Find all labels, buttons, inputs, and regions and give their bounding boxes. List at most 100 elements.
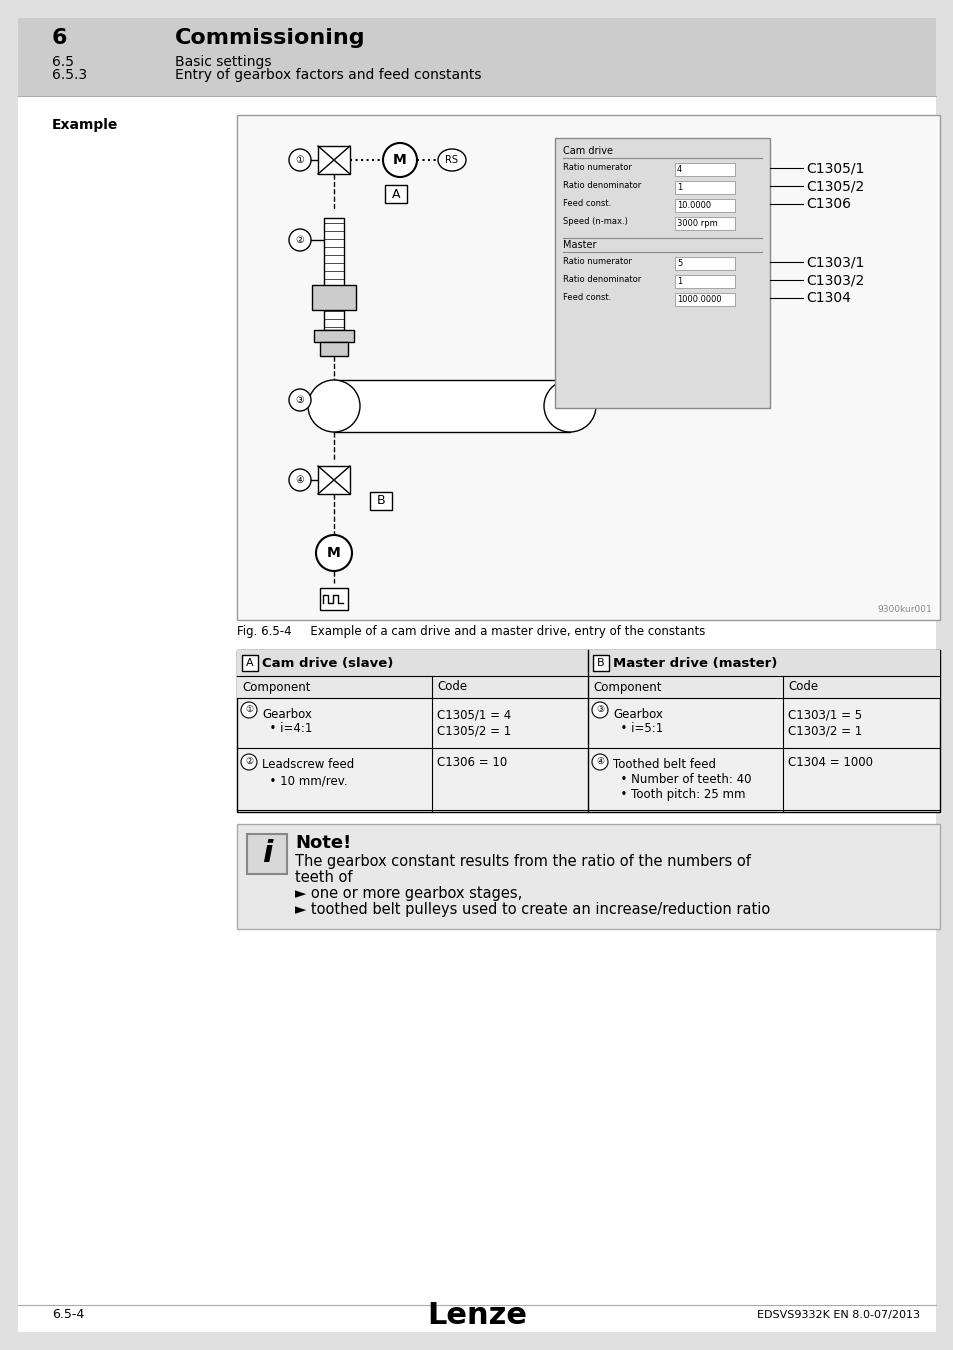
Text: 6: 6 bbox=[52, 28, 68, 49]
Bar bbox=[370, 491, 392, 510]
Bar bbox=[236, 649, 939, 811]
Text: • Number of teeth: 40: • Number of teeth: 40 bbox=[613, 774, 751, 786]
Text: Feed const.: Feed const. bbox=[562, 293, 611, 302]
Text: 6.5-4: 6.5-4 bbox=[52, 1308, 84, 1322]
Text: Speed (n-max.): Speed (n-max.) bbox=[562, 217, 627, 227]
Bar bbox=[236, 676, 939, 698]
Bar bbox=[242, 655, 257, 671]
Bar bbox=[247, 834, 287, 873]
Text: ②: ② bbox=[245, 757, 253, 767]
Bar bbox=[317, 466, 350, 494]
Circle shape bbox=[289, 389, 311, 410]
Text: Component: Component bbox=[242, 680, 310, 694]
Bar bbox=[675, 181, 734, 194]
Text: 6.5.3: 6.5.3 bbox=[52, 68, 87, 82]
Ellipse shape bbox=[308, 379, 359, 432]
Text: 10.0000: 10.0000 bbox=[677, 201, 710, 209]
Text: 4: 4 bbox=[677, 165, 681, 174]
Bar bbox=[314, 329, 354, 342]
Ellipse shape bbox=[437, 148, 465, 171]
Text: Code: Code bbox=[436, 680, 467, 694]
Text: Gearbox: Gearbox bbox=[262, 707, 312, 721]
Text: C1305/2 = 1: C1305/2 = 1 bbox=[436, 724, 511, 737]
Bar bbox=[324, 217, 344, 329]
Text: ④: ④ bbox=[295, 475, 304, 485]
Circle shape bbox=[241, 702, 256, 718]
Text: ③: ③ bbox=[596, 706, 603, 714]
Text: ①: ① bbox=[245, 706, 253, 714]
Text: EDSVS9332K EN 8.0-07/2013: EDSVS9332K EN 8.0-07/2013 bbox=[757, 1310, 919, 1320]
Text: C1303/1 = 5: C1303/1 = 5 bbox=[787, 707, 862, 721]
Text: Leadscrew feed: Leadscrew feed bbox=[262, 757, 354, 771]
Text: M: M bbox=[327, 545, 340, 560]
Bar bbox=[675, 163, 734, 176]
Text: Entry of gearbox factors and feed constants: Entry of gearbox factors and feed consta… bbox=[174, 68, 481, 82]
Text: C1303/1: C1303/1 bbox=[805, 255, 863, 269]
Bar bbox=[319, 589, 348, 610]
Text: 1000.0000: 1000.0000 bbox=[677, 294, 720, 304]
Bar bbox=[555, 138, 769, 408]
Text: C1304 = 1000: C1304 = 1000 bbox=[787, 756, 872, 768]
Bar bbox=[675, 256, 734, 270]
Text: A: A bbox=[246, 657, 253, 668]
Bar bbox=[236, 824, 939, 929]
Bar bbox=[675, 293, 734, 306]
Circle shape bbox=[382, 143, 416, 177]
Text: Fig. 6.5-4     Example of a cam drive and a master drive, entry of the constants: Fig. 6.5-4 Example of a cam drive and a … bbox=[236, 625, 704, 639]
Bar bbox=[18, 18, 935, 96]
Bar bbox=[334, 379, 569, 432]
Text: Toothed belt feed: Toothed belt feed bbox=[613, 757, 716, 771]
Text: C1303/2 = 1: C1303/2 = 1 bbox=[787, 724, 862, 737]
Text: Master: Master bbox=[562, 240, 596, 250]
Text: Ratio numerator: Ratio numerator bbox=[562, 163, 631, 173]
Text: i: i bbox=[261, 840, 272, 868]
Text: Ratio denominator: Ratio denominator bbox=[562, 181, 640, 190]
Text: A: A bbox=[392, 188, 400, 201]
Text: ④: ④ bbox=[596, 757, 603, 767]
Circle shape bbox=[592, 702, 607, 718]
Text: C1303/2: C1303/2 bbox=[805, 273, 863, 288]
Circle shape bbox=[289, 148, 311, 171]
Bar bbox=[312, 285, 355, 310]
Text: ► one or more gearbox stages,: ► one or more gearbox stages, bbox=[294, 886, 521, 900]
Bar bbox=[319, 342, 348, 356]
Circle shape bbox=[592, 755, 607, 770]
Text: C1305/1: C1305/1 bbox=[805, 161, 863, 176]
Text: Ratio numerator: Ratio numerator bbox=[562, 258, 631, 266]
Text: Code: Code bbox=[787, 680, 818, 694]
Text: Note!: Note! bbox=[294, 834, 351, 852]
Ellipse shape bbox=[543, 379, 596, 432]
Text: ②: ② bbox=[295, 235, 304, 244]
Text: Commissioning: Commissioning bbox=[174, 28, 365, 49]
Bar bbox=[236, 115, 939, 620]
Bar bbox=[675, 198, 734, 212]
Text: ③: ③ bbox=[295, 396, 304, 405]
Text: Cam drive (slave): Cam drive (slave) bbox=[262, 656, 393, 670]
Text: 3000 rpm: 3000 rpm bbox=[677, 219, 717, 228]
Bar bbox=[317, 146, 350, 174]
Text: M: M bbox=[393, 153, 406, 167]
Text: 6.5: 6.5 bbox=[52, 55, 74, 69]
Text: Basic settings: Basic settings bbox=[174, 55, 272, 69]
Text: Lenze: Lenze bbox=[427, 1300, 526, 1330]
Text: Feed const.: Feed const. bbox=[562, 200, 611, 208]
Text: 5: 5 bbox=[677, 258, 681, 267]
Bar bbox=[675, 275, 734, 288]
Text: The gearbox constant results from the ratio of the numbers of: The gearbox constant results from the ra… bbox=[294, 855, 750, 869]
Text: C1305/1 = 4: C1305/1 = 4 bbox=[436, 707, 511, 721]
Text: • 10 mm/rev.: • 10 mm/rev. bbox=[262, 774, 347, 787]
Text: C1306: C1306 bbox=[805, 197, 850, 211]
Circle shape bbox=[241, 755, 256, 770]
Circle shape bbox=[315, 535, 352, 571]
Text: Master drive (master): Master drive (master) bbox=[613, 656, 777, 670]
Text: • i=4:1: • i=4:1 bbox=[262, 722, 312, 734]
Text: • i=5:1: • i=5:1 bbox=[613, 722, 662, 734]
Text: Component: Component bbox=[593, 680, 660, 694]
Text: C1306 = 10: C1306 = 10 bbox=[436, 756, 507, 768]
Bar bbox=[385, 185, 407, 202]
Text: B: B bbox=[376, 494, 385, 508]
Text: Cam drive: Cam drive bbox=[562, 146, 613, 157]
Bar bbox=[675, 217, 734, 230]
Text: • Tooth pitch: 25 mm: • Tooth pitch: 25 mm bbox=[613, 788, 744, 801]
Bar bbox=[236, 649, 939, 676]
